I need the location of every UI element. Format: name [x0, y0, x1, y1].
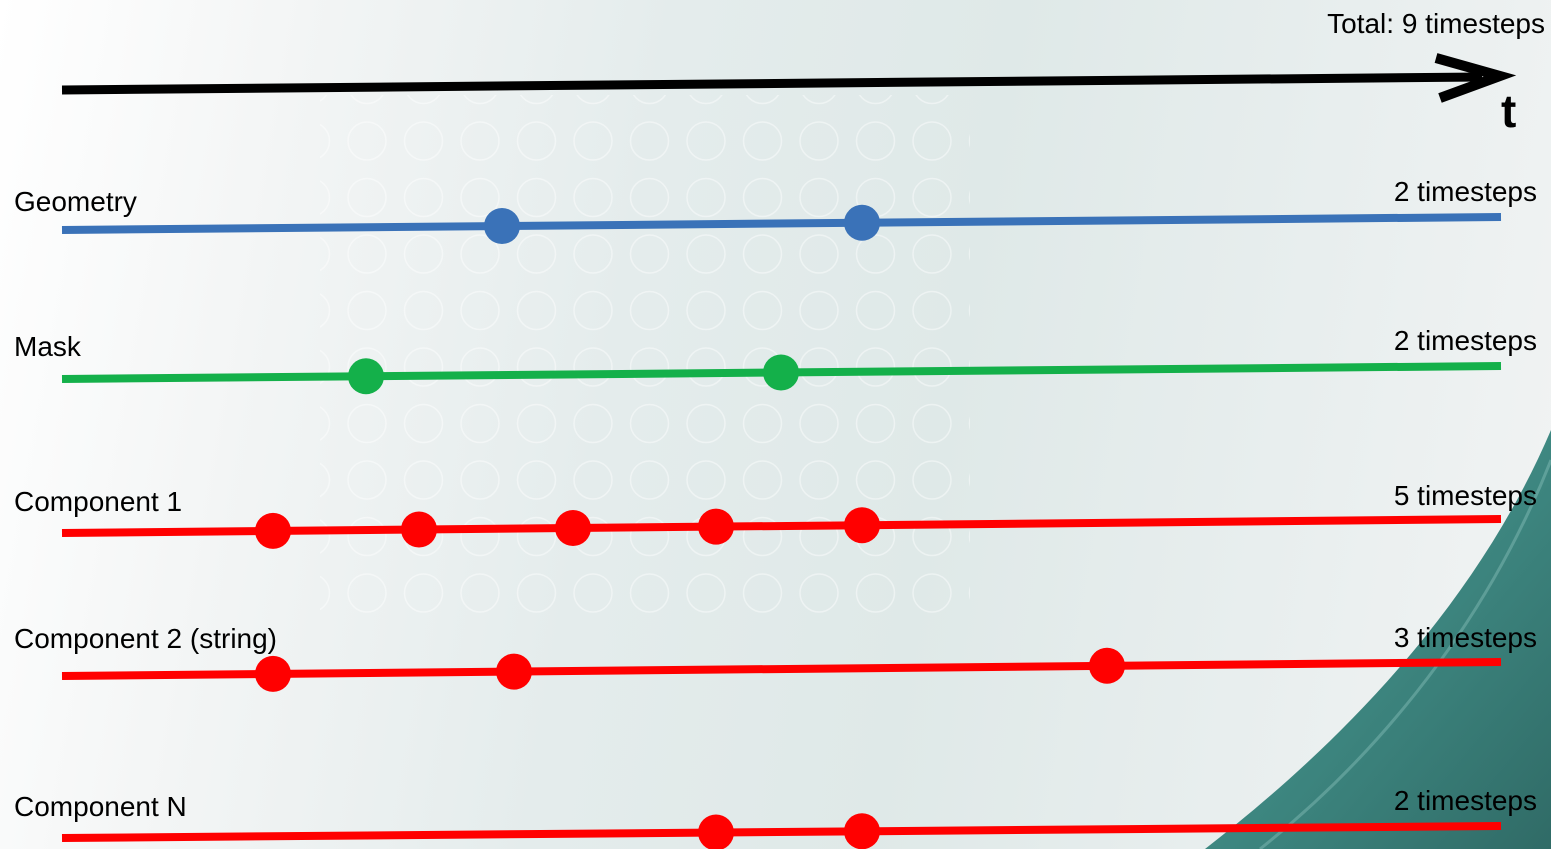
teal-swoosh-highlight	[1259, 459, 1551, 849]
time-axis-arrowhead	[1434, 53, 1517, 103]
timestep-dot	[698, 508, 734, 545]
timestep-dot	[698, 814, 734, 849]
timestep-dot	[844, 813, 880, 849]
timestep-dot	[496, 653, 532, 690]
track-timestep-count: 5 timesteps	[1393, 480, 1537, 511]
timestep-dot	[255, 655, 291, 692]
track-name-label: Component 1	[14, 486, 183, 517]
timestep-dot	[255, 512, 291, 549]
track-name-label: Geometry	[14, 186, 137, 217]
tracks-layer	[61, 204, 1502, 849]
track-name-label: Component 2 (string)	[14, 623, 278, 654]
track-5	[61, 813, 1502, 849]
track-timestep-count: 3 timesteps	[1393, 622, 1537, 653]
track-line	[61, 658, 1502, 680]
time-axis-label: t	[1501, 85, 1517, 137]
track-line	[61, 515, 1502, 537]
timestep-dot	[763, 354, 799, 391]
total-timesteps-label: Total: 9 timesteps	[1327, 8, 1545, 39]
track-1	[61, 204, 1502, 244]
timestep-dot	[844, 507, 880, 544]
track-4	[61, 647, 1502, 692]
track-timestep-count: 2 timesteps	[1393, 325, 1537, 356]
timestep-dot	[844, 204, 880, 241]
track-timestep-count: 2 timesteps	[1393, 176, 1537, 207]
timestep-dot	[1089, 647, 1125, 684]
timestep-dot	[555, 510, 591, 546]
track-line	[61, 213, 1502, 234]
teal-swoosh-decoration	[1205, 430, 1551, 849]
time-axis-line	[61, 72, 1483, 95]
timestep-dot	[401, 511, 437, 548]
timestep-dot	[348, 358, 384, 395]
track-name-label: Mask	[14, 331, 81, 362]
time-axis	[61, 53, 1517, 103]
track-name-label: Component N	[14, 791, 187, 822]
track-line	[61, 822, 1502, 842]
track-2	[61, 354, 1502, 395]
track-3	[61, 507, 1502, 549]
timestep-dot	[484, 208, 520, 244]
track-timestep-count: 2 timesteps	[1393, 785, 1537, 816]
